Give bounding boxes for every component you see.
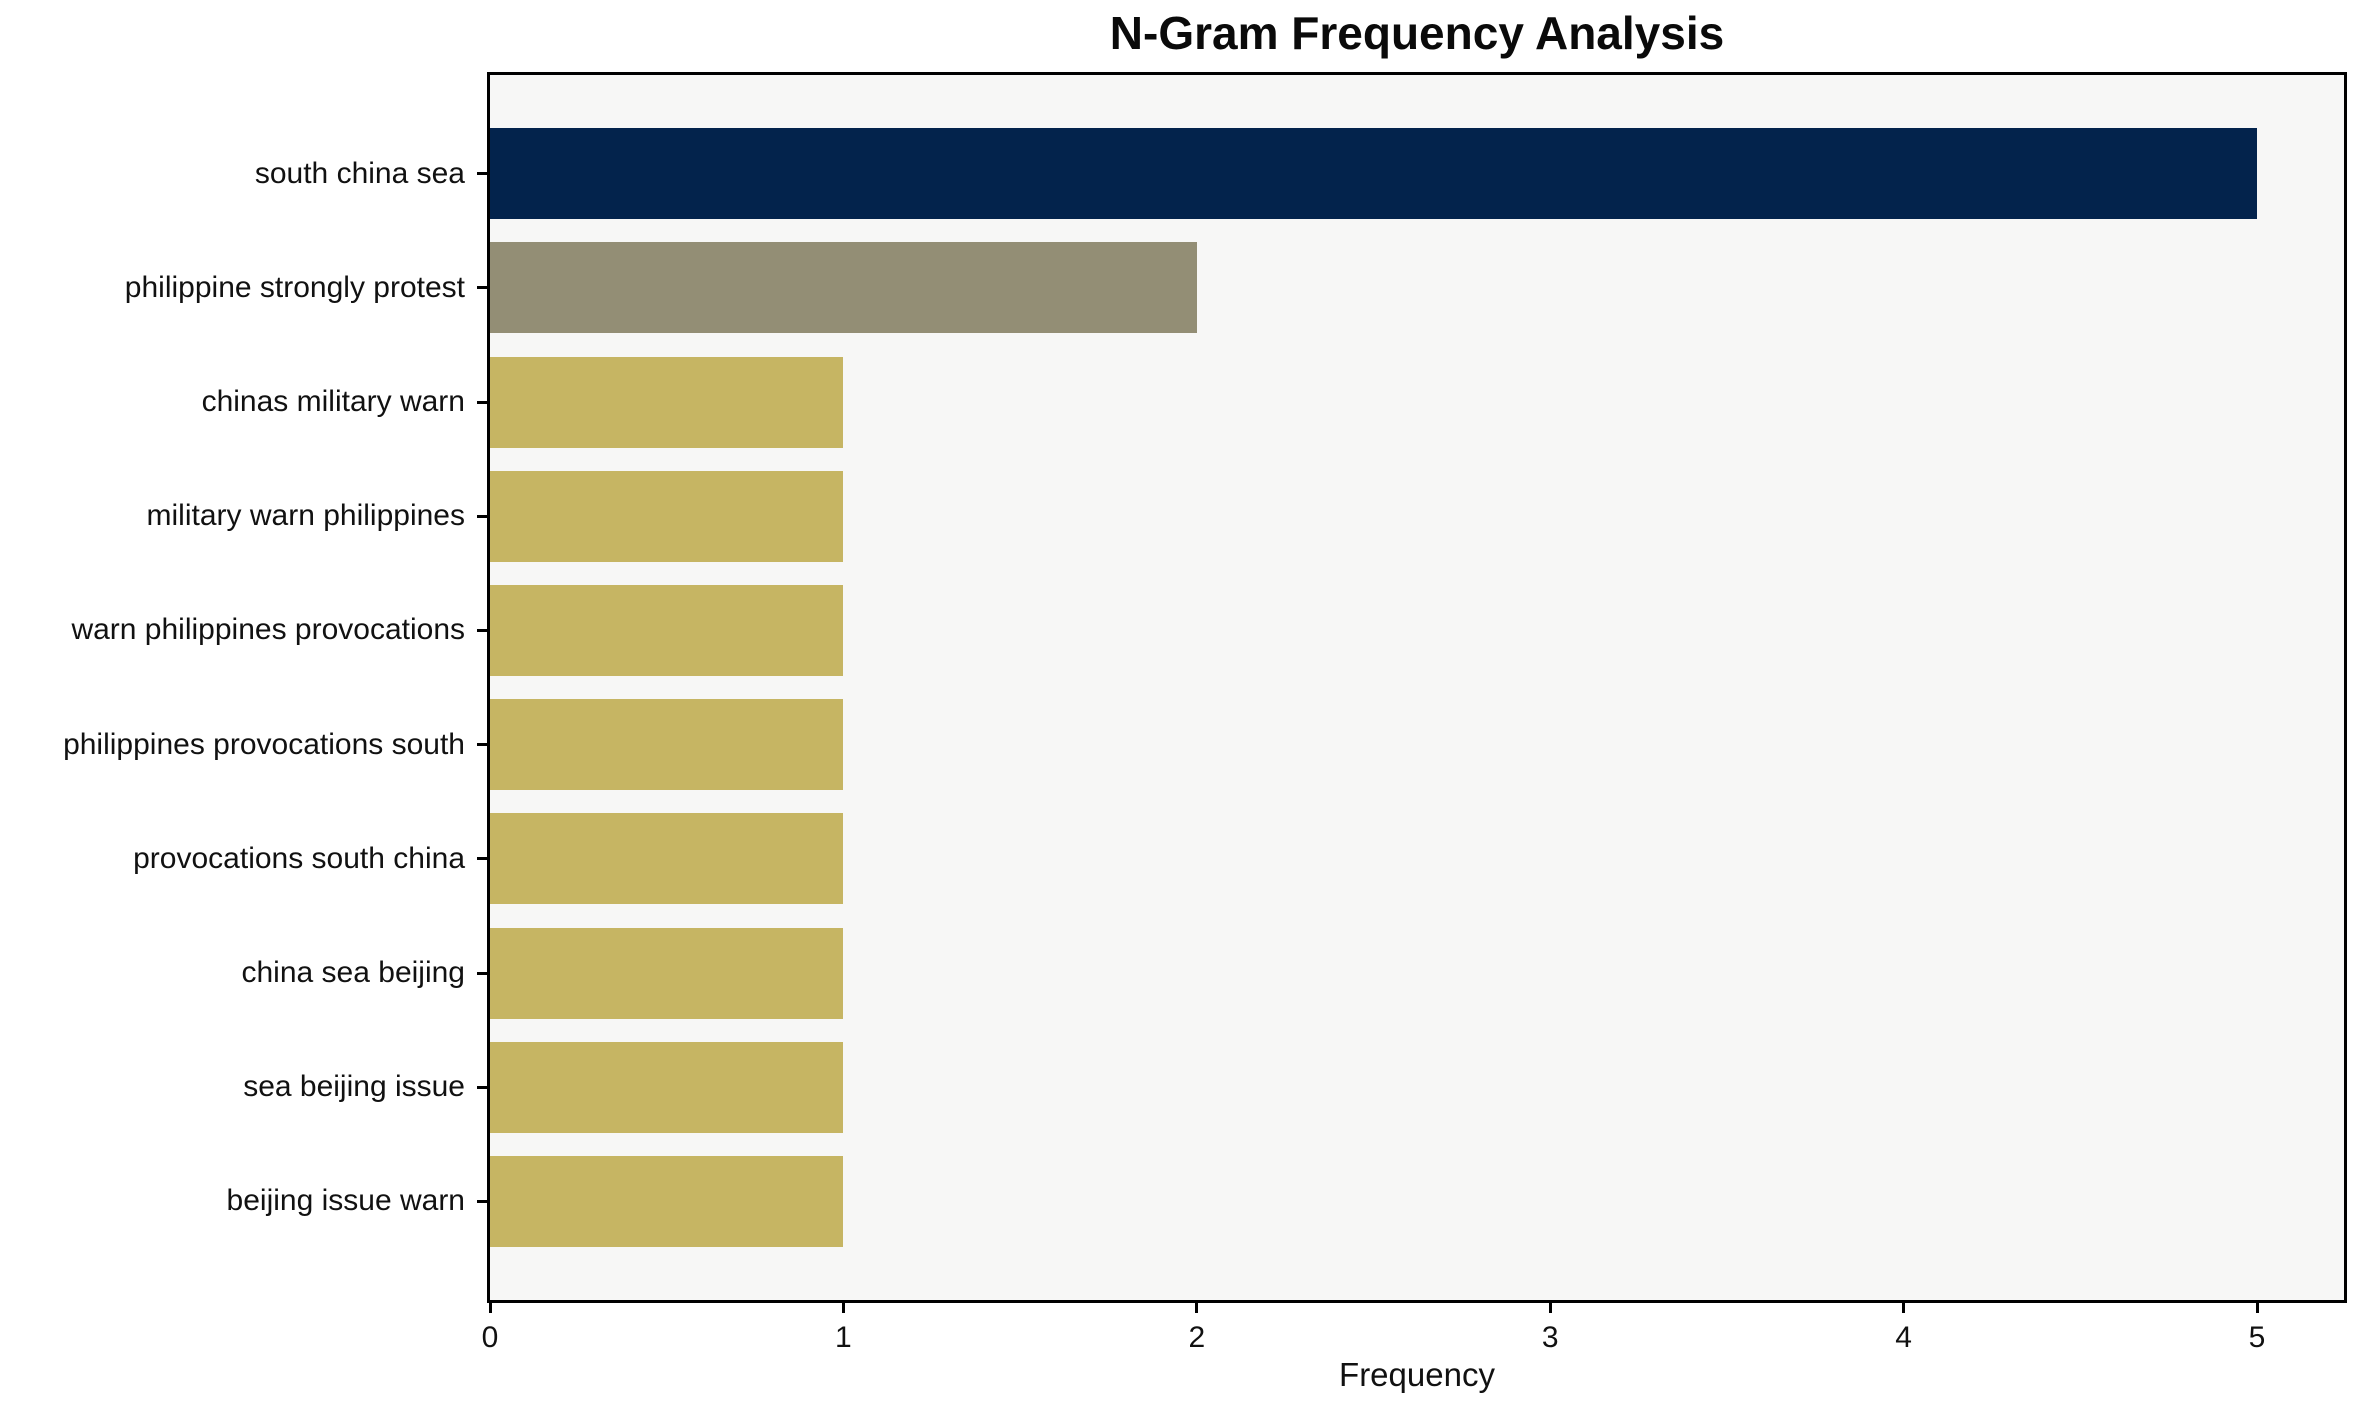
y-tick-label: warn philippines provocations <box>71 613 465 647</box>
x-tick-label: 5 <box>2248 1321 2266 1354</box>
y-tick-label: provocations south china <box>133 841 465 875</box>
bar <box>490 1041 844 1133</box>
x-tick-label: 3 <box>1541 1321 1559 1354</box>
bar <box>490 927 844 1019</box>
y-tick-mark <box>477 857 487 861</box>
x-tick-mark <box>841 1303 845 1313</box>
y-tick-mark <box>477 628 487 632</box>
y-tick-label: beijing issue warn <box>226 1184 465 1218</box>
y-tick-label: china sea beijing <box>241 956 466 989</box>
bar <box>490 699 844 791</box>
bar <box>490 242 1197 334</box>
x-tick-label: 1 <box>835 1321 852 1354</box>
x-tick-mark <box>2255 1303 2259 1313</box>
y-tick-mark <box>477 172 487 176</box>
y-tick-mark <box>477 971 487 975</box>
x-tick-label: 4 <box>1895 1321 1912 1354</box>
y-tick-label: south china sea <box>254 156 465 190</box>
x-tick-mark <box>1195 1303 1199 1313</box>
y-tick-mark <box>477 400 487 404</box>
bar <box>490 813 844 905</box>
y-tick-mark <box>477 286 487 290</box>
y-tick-label: military warn philippines <box>146 499 465 533</box>
x-tick-label: 2 <box>1188 1321 1206 1354</box>
y-tick-mark <box>477 743 487 747</box>
x-axis-label: Frequency <box>1339 1356 1495 1393</box>
y-tick-mark <box>477 1199 487 1203</box>
x-tick-label: 0 <box>481 1321 499 1354</box>
x-tick-mark <box>488 1303 492 1313</box>
bar <box>490 356 844 448</box>
y-tick-label: philippines provocations south <box>63 727 465 761</box>
bar <box>490 1155 844 1247</box>
bar <box>490 128 2257 220</box>
x-tick-mark <box>1902 1303 1906 1313</box>
bar <box>490 584 844 676</box>
y-tick-mark <box>477 1085 487 1089</box>
y-tick-label: chinas military warn <box>201 385 465 418</box>
bar <box>490 470 844 562</box>
y-tick-label: philippine strongly protest <box>124 270 465 304</box>
y-tick-label: sea beijing issue <box>243 1070 465 1104</box>
y-tick-mark <box>477 514 487 518</box>
x-tick-mark <box>1548 1303 1552 1313</box>
chart-title: N-Gram Frequency Analysis <box>1109 7 1725 59</box>
